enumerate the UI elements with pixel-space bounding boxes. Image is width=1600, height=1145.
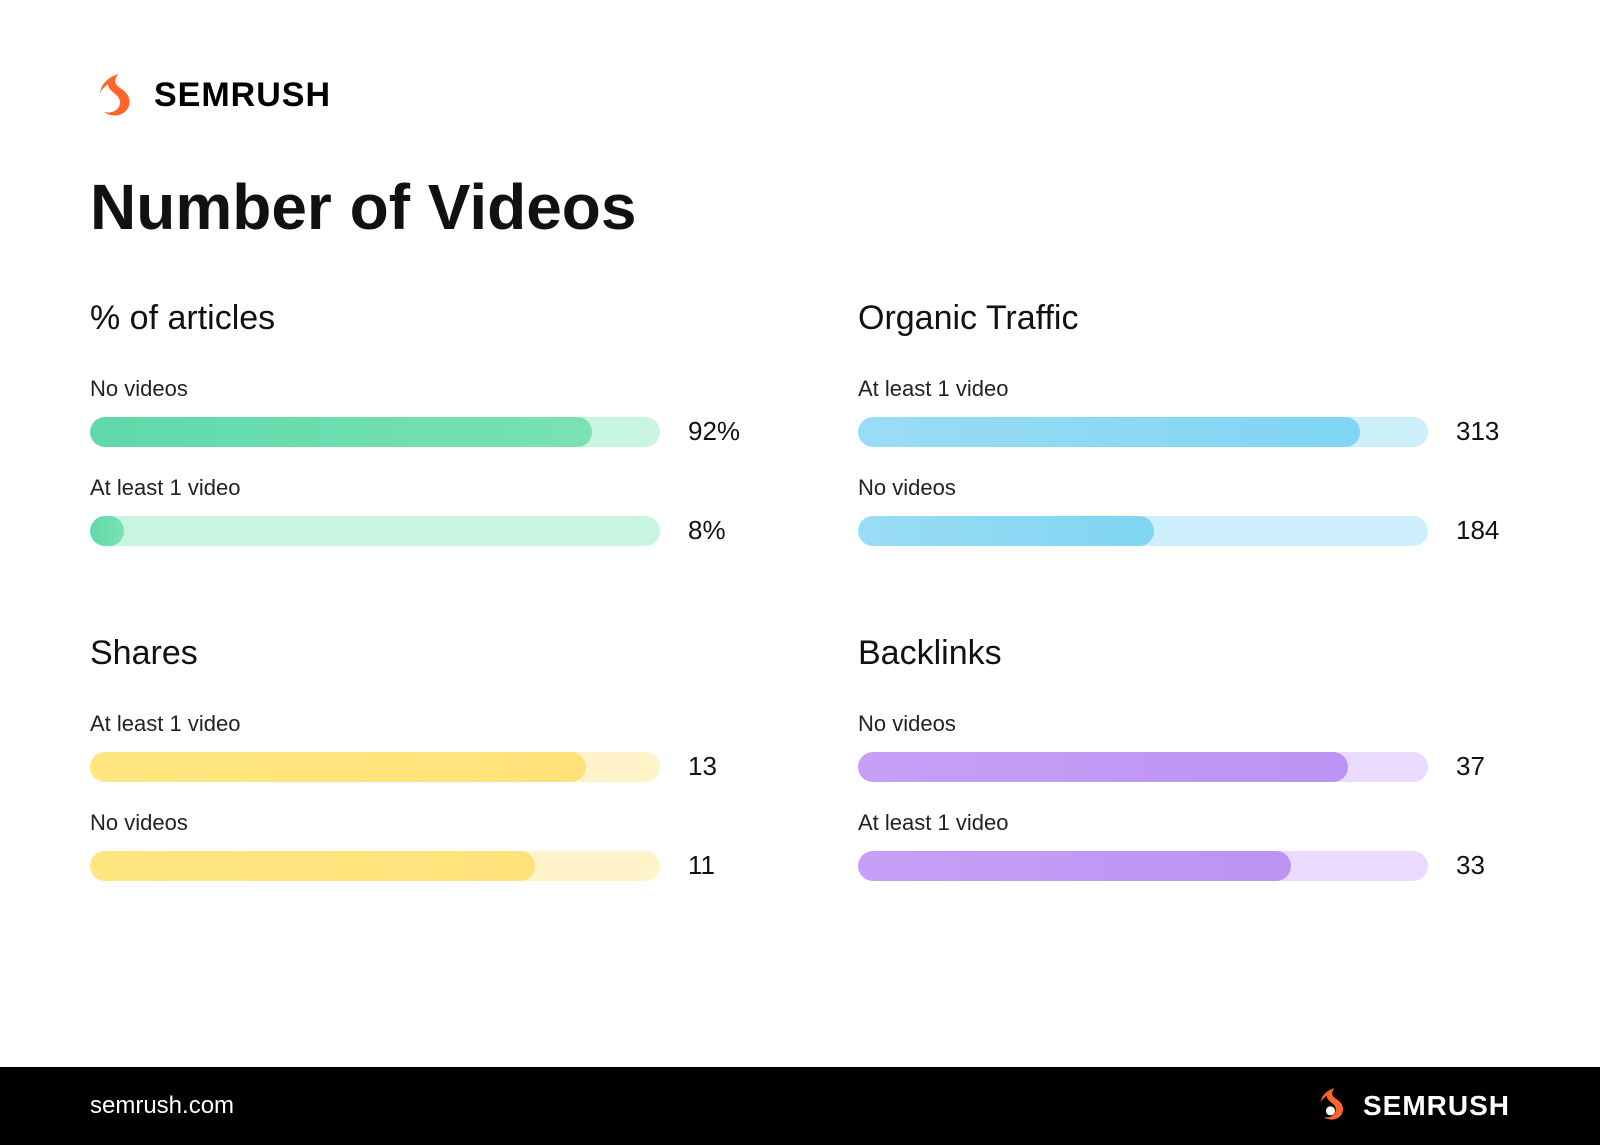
bar-label: At least 1 video bbox=[90, 475, 748, 501]
bar-fill bbox=[858, 516, 1154, 546]
bar-item: No videos 92% bbox=[90, 376, 748, 447]
bar-track bbox=[90, 417, 660, 447]
bar-row: 33 bbox=[858, 850, 1516, 881]
bar-row: 37 bbox=[858, 751, 1516, 782]
bar-item: At least 1 video 33 bbox=[858, 810, 1516, 881]
bar-item: No videos 184 bbox=[858, 475, 1516, 546]
panel-shares: Shares At least 1 video 13 No videos 11 bbox=[90, 634, 748, 909]
bar-fill bbox=[858, 851, 1291, 881]
bar-value: 184 bbox=[1456, 515, 1516, 546]
bar-label: At least 1 video bbox=[90, 711, 748, 737]
bar-fill bbox=[90, 851, 535, 881]
bar-track bbox=[90, 851, 660, 881]
bar-item: At least 1 video 313 bbox=[858, 376, 1516, 447]
bar-value: 33 bbox=[1456, 850, 1516, 881]
bar-value: 37 bbox=[1456, 751, 1516, 782]
bar-row: 92% bbox=[90, 416, 748, 447]
bar-fill bbox=[90, 417, 592, 447]
semrush-flame-icon bbox=[1313, 1085, 1351, 1128]
bar-row: 313 bbox=[858, 416, 1516, 447]
panel-title: Backlinks bbox=[858, 634, 1516, 673]
semrush-flame-icon bbox=[90, 70, 140, 120]
bar-item: At least 1 video 8% bbox=[90, 475, 748, 546]
bar-track bbox=[858, 851, 1428, 881]
bar-label: No videos bbox=[90, 810, 748, 836]
brand-name: SEMRUSH bbox=[154, 76, 331, 115]
bar-row: 11 bbox=[90, 850, 748, 881]
bar-label: No videos bbox=[858, 711, 1516, 737]
panel-articles: % of articles No videos 92% At least 1 vide… bbox=[90, 299, 748, 574]
bar-value: 13 bbox=[688, 751, 748, 782]
chart-grid: % of articles No videos 92% At least 1 vide… bbox=[90, 299, 1510, 909]
brand-logo: SEMRUSH bbox=[90, 70, 1510, 120]
bar-track bbox=[90, 752, 660, 782]
panel-title: % of articles bbox=[90, 299, 748, 338]
footer-bar: semrush.com SEMRUSH bbox=[0, 1067, 1600, 1145]
bar-fill bbox=[858, 417, 1360, 447]
bar-row: 13 bbox=[90, 751, 748, 782]
panel-title: Organic Traffic bbox=[858, 299, 1516, 338]
bar-label: No videos bbox=[858, 475, 1516, 501]
bar-track bbox=[90, 516, 660, 546]
bar-item: No videos 11 bbox=[90, 810, 748, 881]
panel-backlinks: Backlinks No videos 37 At least 1 video 33 bbox=[858, 634, 1516, 909]
bar-label: At least 1 video bbox=[858, 376, 1516, 402]
bar-value: 313 bbox=[1456, 416, 1516, 447]
bar-label: No videos bbox=[90, 376, 748, 402]
bar-value: 11 bbox=[688, 850, 748, 881]
bar-value: 92% bbox=[688, 416, 748, 447]
bar-item: No videos 37 bbox=[858, 711, 1516, 782]
bar-track bbox=[858, 417, 1428, 447]
bar-track bbox=[858, 752, 1428, 782]
footer-url: semrush.com bbox=[90, 1092, 234, 1120]
bar-fill bbox=[858, 752, 1348, 782]
page-title: Number of Videos bbox=[90, 170, 1510, 244]
bar-fill bbox=[90, 516, 124, 546]
infographic-page: SEMRUSH Number of Videos % of articles No… bbox=[0, 0, 1600, 1145]
panel-organic: Organic Traffic At least 1 video 313 No vid… bbox=[858, 299, 1516, 574]
bar-row: 184 bbox=[858, 515, 1516, 546]
panel-title: Shares bbox=[90, 634, 748, 673]
bar-fill bbox=[90, 752, 586, 782]
bar-track bbox=[858, 516, 1428, 546]
bar-row: 8% bbox=[90, 515, 748, 546]
footer-brand-name: SEMRUSH bbox=[1363, 1090, 1510, 1122]
bar-item: At least 1 video 13 bbox=[90, 711, 748, 782]
footer-logo: SEMRUSH bbox=[1313, 1085, 1510, 1128]
bar-value: 8% bbox=[688, 515, 748, 546]
bar-label: At least 1 video bbox=[858, 810, 1516, 836]
